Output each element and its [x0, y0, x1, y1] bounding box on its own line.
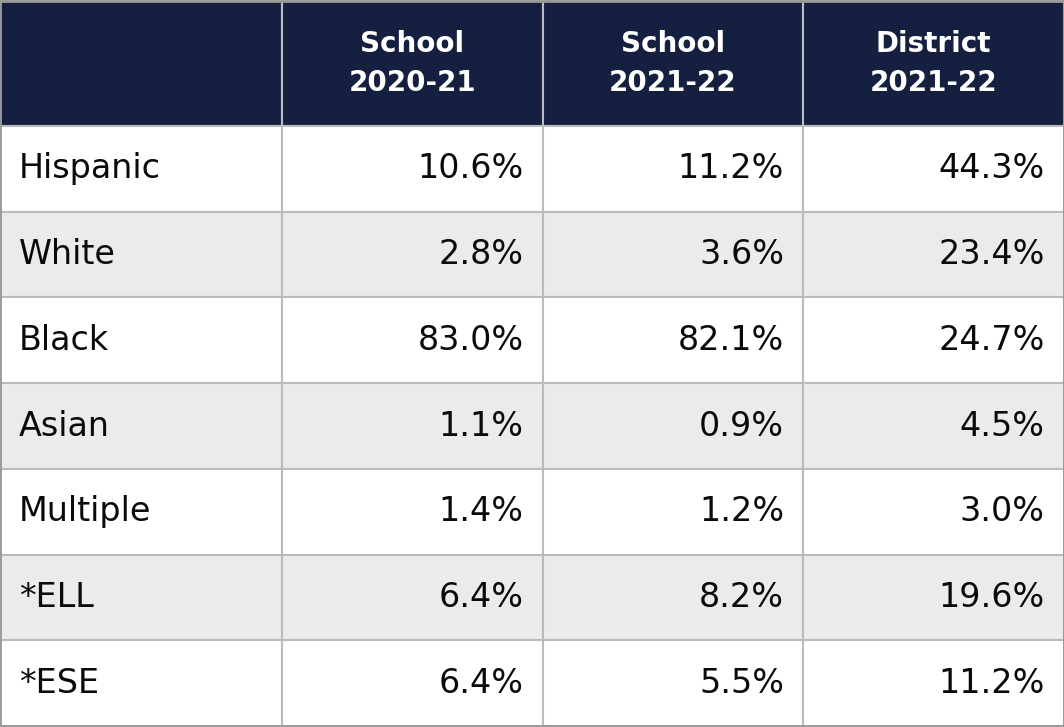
Bar: [543, 555, 803, 640]
Text: 1.2%: 1.2%: [699, 495, 784, 529]
Text: Black: Black: [19, 324, 110, 357]
Text: 4.5%: 4.5%: [960, 409, 1045, 443]
Text: 23.4%: 23.4%: [938, 238, 1045, 271]
Bar: [543, 297, 803, 383]
Text: 8.2%: 8.2%: [699, 581, 784, 614]
Bar: [803, 469, 1064, 555]
Bar: [0, 1, 282, 126]
Text: 6.4%: 6.4%: [438, 667, 523, 700]
Text: *ELL: *ELL: [19, 581, 94, 614]
Text: Multiple: Multiple: [19, 495, 151, 529]
Bar: [543, 640, 803, 726]
Text: 11.2%: 11.2%: [678, 152, 784, 185]
Bar: [543, 212, 803, 297]
Bar: [803, 640, 1064, 726]
Bar: [282, 126, 543, 212]
Bar: [0, 640, 282, 726]
Text: 0.9%: 0.9%: [699, 409, 784, 443]
Bar: [803, 1, 1064, 126]
Text: School
2020-21: School 2020-21: [349, 30, 476, 97]
Text: 3.0%: 3.0%: [960, 495, 1045, 529]
Text: District
2021-22: District 2021-22: [870, 30, 997, 97]
Text: 5.5%: 5.5%: [699, 667, 784, 700]
Text: White: White: [19, 238, 116, 271]
Text: Asian: Asian: [19, 409, 111, 443]
Bar: [543, 126, 803, 212]
Text: 83.0%: 83.0%: [417, 324, 523, 357]
Bar: [0, 383, 282, 469]
Text: *ESE: *ESE: [19, 667, 99, 700]
Bar: [0, 469, 282, 555]
Text: Hispanic: Hispanic: [19, 152, 161, 185]
Text: 44.3%: 44.3%: [938, 152, 1045, 185]
Text: 1.1%: 1.1%: [438, 409, 523, 443]
Bar: [803, 383, 1064, 469]
Text: School
2021-22: School 2021-22: [610, 30, 736, 97]
Text: 2.8%: 2.8%: [438, 238, 523, 271]
Bar: [543, 1, 803, 126]
Text: 10.6%: 10.6%: [417, 152, 523, 185]
Text: 82.1%: 82.1%: [678, 324, 784, 357]
Bar: [803, 212, 1064, 297]
Bar: [282, 1, 543, 126]
Text: 24.7%: 24.7%: [938, 324, 1045, 357]
Text: 11.2%: 11.2%: [938, 667, 1045, 700]
Bar: [0, 126, 282, 212]
Bar: [282, 383, 543, 469]
Bar: [282, 212, 543, 297]
Bar: [282, 640, 543, 726]
Bar: [0, 297, 282, 383]
Bar: [282, 555, 543, 640]
Text: 1.4%: 1.4%: [438, 495, 523, 529]
Text: 19.6%: 19.6%: [938, 581, 1045, 614]
Bar: [803, 555, 1064, 640]
Bar: [0, 555, 282, 640]
Bar: [282, 297, 543, 383]
Bar: [543, 383, 803, 469]
Bar: [803, 126, 1064, 212]
Bar: [543, 469, 803, 555]
Text: 6.4%: 6.4%: [438, 581, 523, 614]
Text: 3.6%: 3.6%: [699, 238, 784, 271]
Bar: [0, 212, 282, 297]
Bar: [803, 297, 1064, 383]
Bar: [282, 469, 543, 555]
